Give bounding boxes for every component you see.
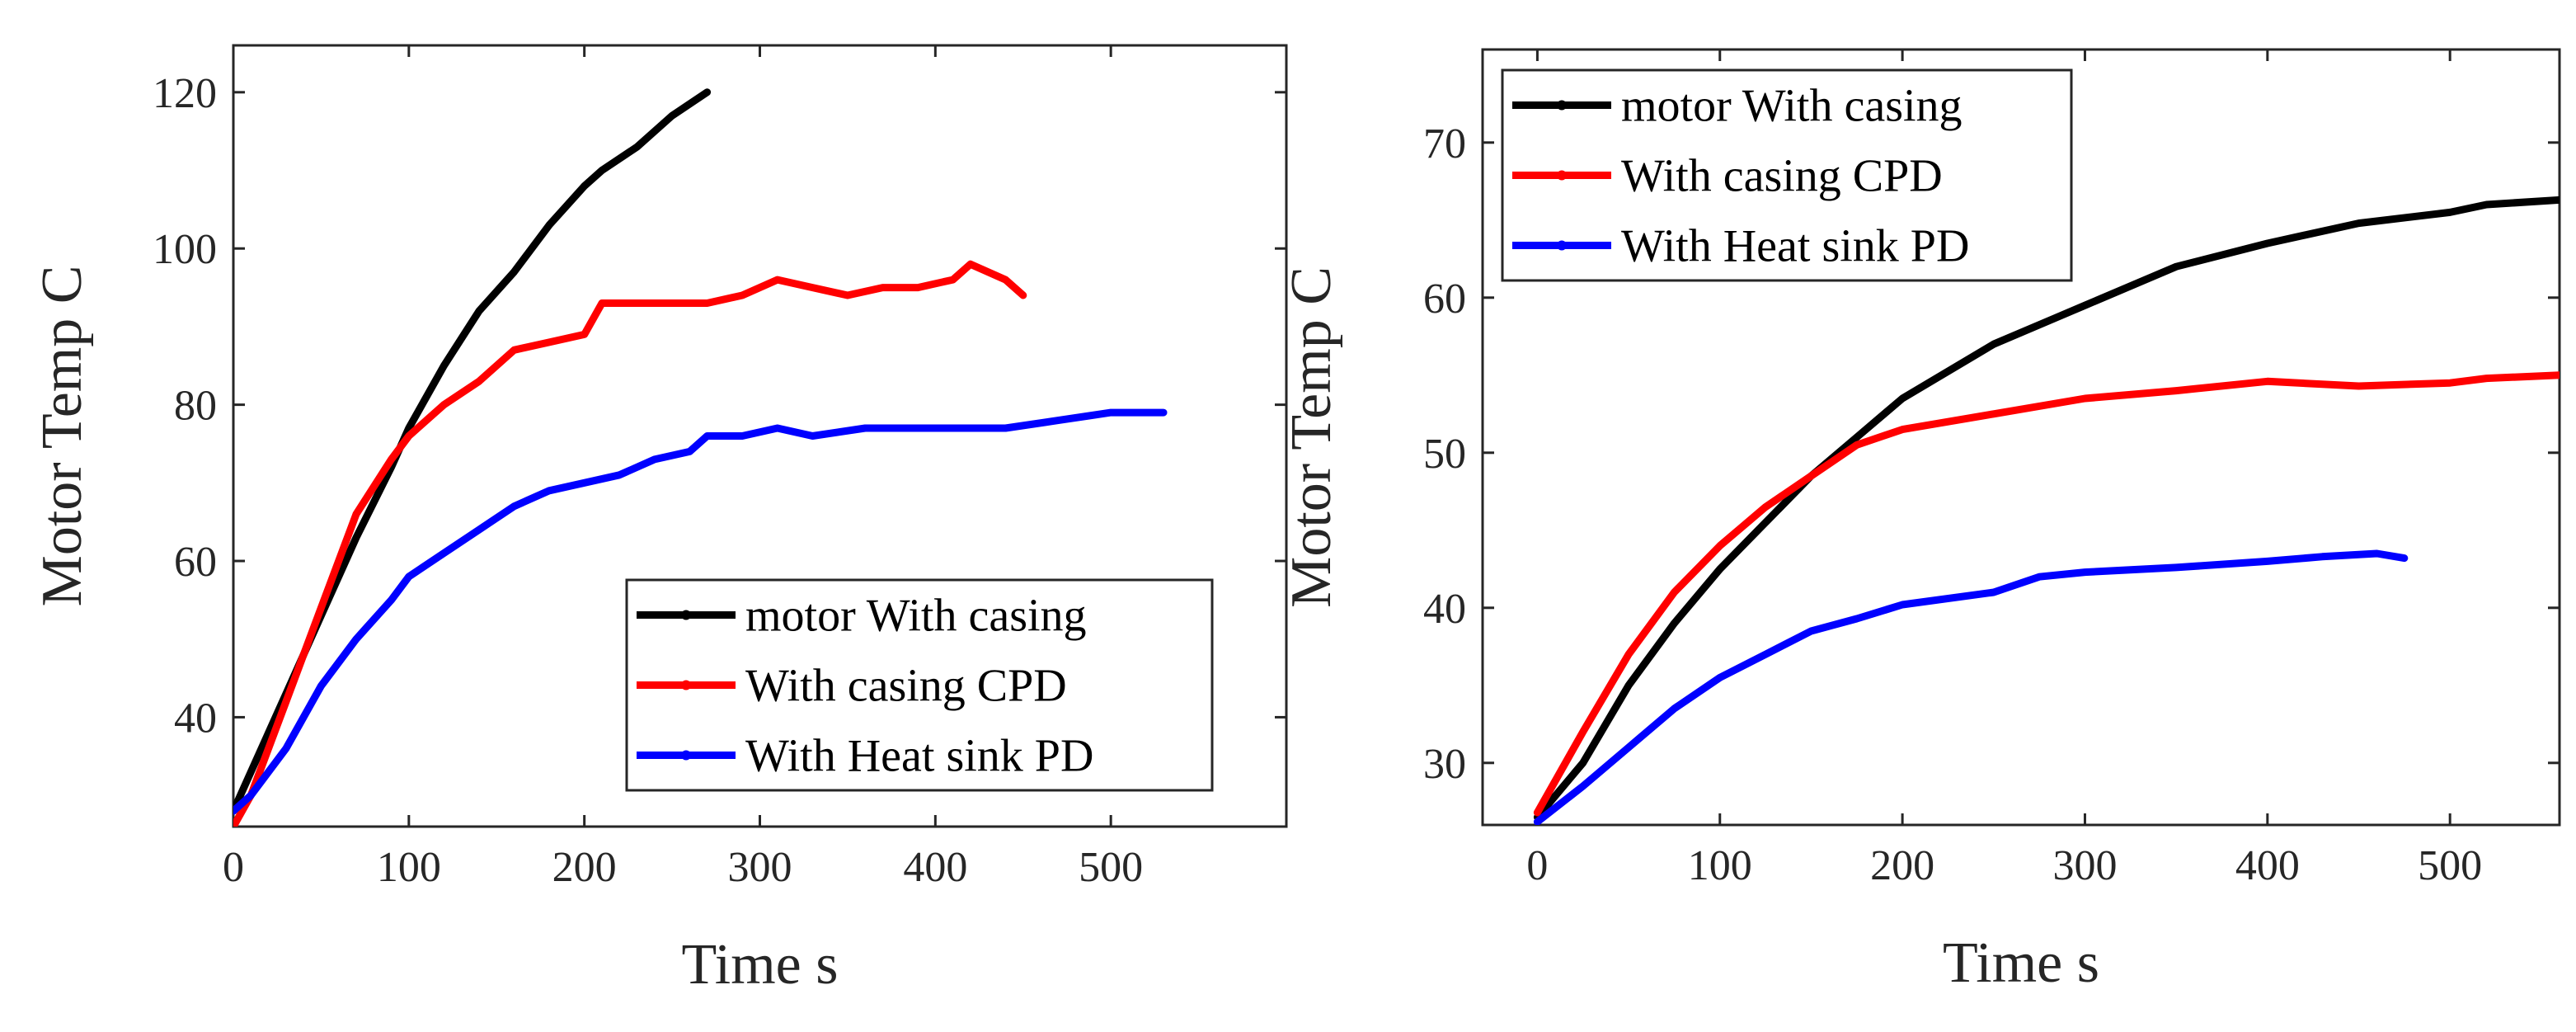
chart-panel-1: 0 100 200 300 400 500 40 60 80 100 120 Time s Motor … [31, 44, 1288, 997]
series-line-3 [1533, 549, 2409, 825]
x-tick-label: 300 [2052, 842, 2117, 889]
y-tick-label: 60 [174, 539, 217, 586]
y-tick-label: 120 [153, 70, 217, 117]
x-axis-label: Time s [1943, 931, 2099, 995]
y-tick-label: 30 [1423, 741, 1466, 788]
x-tick-label: 200 [552, 844, 617, 891]
legend-marker-3 [1557, 240, 1567, 251]
legend: motor With casing With casing CPD With Hea… [625, 578, 1214, 792]
legend-marker-1 [1557, 100, 1567, 111]
legend-marker-2 [1557, 170, 1567, 181]
x-tick-label: 0 [223, 844, 244, 891]
chart-panel-2: 0 100 200 300 400 500 30 40 50 60 70 Time s Motor Te… [1280, 48, 2561, 995]
y-tick-label: 40 [174, 695, 217, 742]
x-tick-label: 100 [1688, 842, 1752, 889]
y-tick-label: 70 [1423, 120, 1466, 167]
y-tick-label: 40 [1423, 586, 1466, 633]
y-tick-label: 80 [174, 383, 217, 430]
x-tick-label: 400 [903, 844, 967, 891]
y-axis-label: Motor Temp C [1280, 266, 1343, 608]
legend-label-2: With casing CPD [745, 661, 1067, 712]
legend-label-2: With casing CPD [1621, 151, 1943, 202]
x-tick-label: 200 [1870, 842, 1934, 889]
x-tick-label: 100 [377, 844, 441, 891]
x-tick-label: 0 [1526, 842, 1548, 889]
x-tick-label: 500 [1079, 844, 1143, 891]
x-tick-label: 300 [728, 844, 792, 891]
y-axis-label: Motor Temp C [31, 266, 94, 607]
x-tick-label: 500 [2418, 842, 2482, 889]
series-line-2 [233, 260, 1027, 827]
series-line-1 [1533, 196, 2560, 822]
legend-label-3: With Heat sink PD [745, 731, 1093, 782]
legend-marker-1 [681, 610, 691, 620]
y-tick-label: 60 [1423, 276, 1466, 323]
legend-label-1: motor With casing [1621, 81, 1963, 132]
legend-marker-2 [681, 680, 691, 690]
plot-frame [1481, 48, 2561, 827]
x-axis-label: Time s [681, 933, 838, 997]
y-tick-label: 100 [153, 226, 217, 273]
x-tick-label: 400 [2235, 842, 2300, 889]
legend-marker-3 [681, 750, 691, 761]
legend-label-1: motor With casing [745, 591, 1087, 642]
series-line-2 [1533, 371, 2560, 817]
legend-label-3: With Heat sink PD [1621, 221, 1969, 272]
series-line-3 [233, 408, 1168, 815]
y-tick-label: 50 [1423, 431, 1466, 478]
legend: motor With casing With casing CPD With Hea… [1501, 68, 2073, 282]
